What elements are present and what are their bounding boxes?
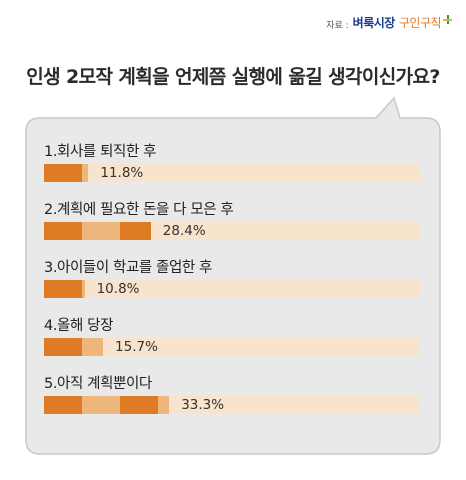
category-label: 5.아직 계획뿐이다 <box>44 376 152 392</box>
value-label: 28.4% <box>162 223 206 239</box>
source-prefix: 자료 : <box>326 21 349 31</box>
bar <box>44 164 89 182</box>
category-label: 2.계획에 필요한 돈을 다 모은 후 <box>44 202 234 218</box>
source-brand-jobs: 구인구직 <box>398 16 442 30</box>
value-label: 33.3% <box>181 397 225 413</box>
chart-row-3: 3.아이들이 학교를 졸업한 후 10.8% <box>44 256 424 300</box>
value-label: 10.8% <box>96 281 140 297</box>
chart-row-4: 4.올해 당장 15.7% <box>44 314 424 358</box>
speech-bubble-shape <box>25 96 441 455</box>
bar-track: 11.8% <box>44 164 420 182</box>
bar-track: 28.4% <box>44 222 420 240</box>
value-label: 15.7% <box>115 339 158 355</box>
brand-plus-icon <box>443 15 452 24</box>
value-label: 11.8% <box>100 165 144 181</box>
chart-row-5: 5.아직 계획뿐이다 33.3% <box>44 372 424 416</box>
chart-row-1: 1.회사를 퇴직한 후 11.8% <box>44 140 424 184</box>
category-label: 1.회사를 퇴직한 후 <box>44 144 157 160</box>
bar-track: 33.3% <box>44 396 420 414</box>
category-label: 4.올해 당장 <box>44 318 114 334</box>
bar <box>44 396 170 414</box>
chart-row-2: 2.계획에 필요한 돈을 다 모은 후 28.4% <box>44 198 424 242</box>
source-credit: 자료 : 벼룩시장 구인구직 <box>326 14 452 31</box>
bar-track: 10.8% <box>44 280 420 298</box>
bar <box>44 222 151 240</box>
chart-title: 인생 2모작 계획을 언제쯤 실행에 옮길 생각이신가요? <box>26 66 440 88</box>
bar <box>44 280 85 298</box>
bar <box>44 338 104 356</box>
category-label: 3.아이들이 학교를 졸업한 후 <box>44 260 213 276</box>
bar-track: 15.7% <box>44 338 420 356</box>
source-brand: 벼룩시장 <box>352 16 396 30</box>
